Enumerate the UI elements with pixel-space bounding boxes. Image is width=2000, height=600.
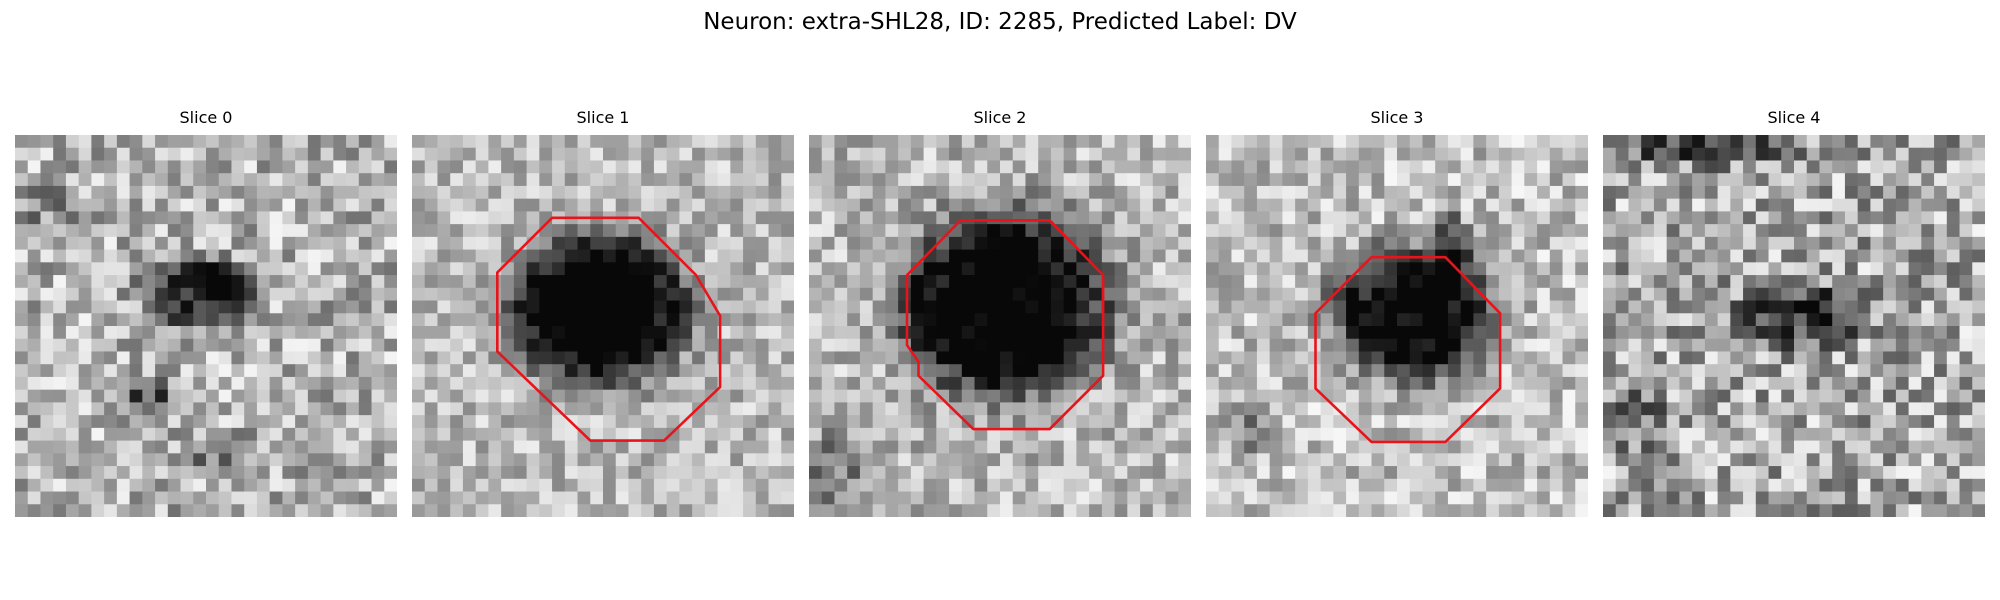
slice-image: [809, 135, 1191, 517]
slice-title: Slice 1: [576, 108, 630, 127]
slice-panel: Slice 4: [1603, 108, 1985, 517]
slice-title: Slice 2: [973, 108, 1027, 127]
slice-title: Slice 4: [1767, 108, 1821, 127]
slice-panel: Slice 3: [1206, 108, 1588, 517]
slice-image: [412, 135, 794, 517]
slice-panel: Slice 2: [809, 108, 1191, 517]
slice-image: [1603, 135, 1985, 517]
segmentation-contour: [905, 219, 1105, 431]
slice-panel: Slice 1: [412, 108, 794, 517]
figure-title: Neuron: extra-SHL28, ID: 2285, Predicted…: [703, 9, 1297, 35]
slice-image: [15, 135, 397, 517]
slice-image: [1206, 135, 1588, 517]
slice-title: Slice 3: [1370, 108, 1424, 127]
segmentation-contour: [1314, 255, 1502, 444]
slice-panel: Slice 0: [15, 108, 397, 517]
segmentation-contour: [496, 216, 722, 442]
slice-title: Slice 0: [179, 108, 233, 127]
